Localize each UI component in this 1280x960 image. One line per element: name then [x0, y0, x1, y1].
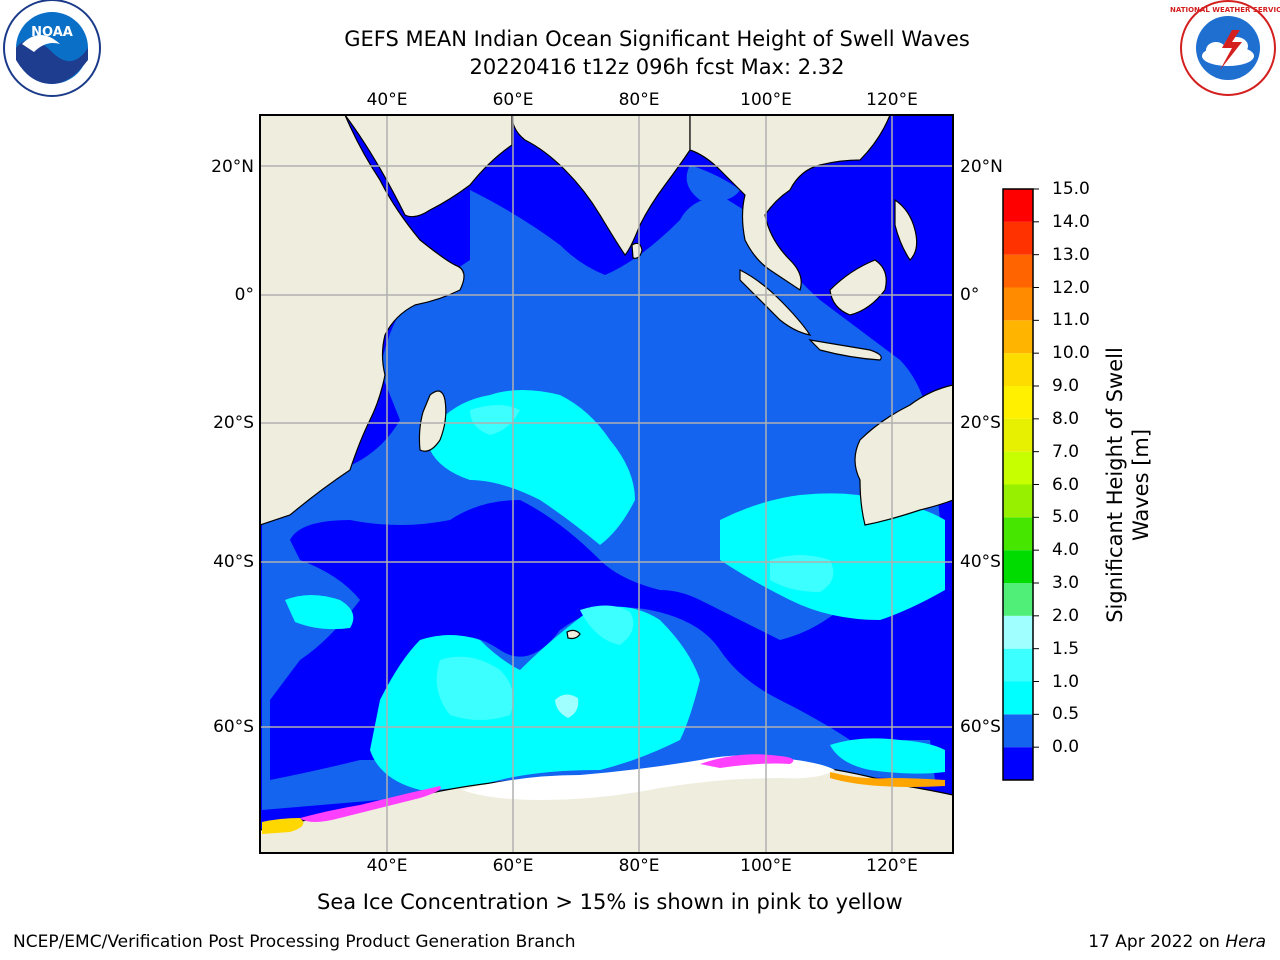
colorbar-segment — [1003, 418, 1033, 452]
colorbar-segment — [1003, 353, 1033, 386]
colorbar-segment — [1003, 451, 1033, 485]
sea-ice-footnote: Sea Ice Concentration > 15% is shown in … — [317, 890, 903, 914]
land-kerguelen — [566, 629, 581, 640]
colorbar-tick-label: 9.0 — [1052, 376, 1080, 396]
lon-label-bottom-100e: 100°E — [740, 856, 792, 876]
lat-label-left-40s: 40°S — [213, 552, 254, 572]
graticule — [260, 115, 953, 853]
land-philippines — [894, 198, 918, 261]
lon-label-top-100e: 100°E — [740, 90, 792, 110]
lat-label-right-20s: 20°S — [960, 413, 1001, 433]
svg-text:NATIONAL WEATHER SERVICE: NATIONAL WEATHER SERVICE — [1170, 6, 1280, 14]
colorbar-segment — [1003, 320, 1033, 354]
lon-label-bottom-80e: 80°E — [618, 856, 660, 876]
lon-label-top-80e: 80°E — [618, 90, 660, 110]
nws-logo: NATIONAL WEATHER SERVICE — [1170, 0, 1280, 96]
date-line: 17 Apr 2022 on Hera — [1088, 932, 1266, 952]
lat-label-left-20n: 20°N — [211, 157, 254, 177]
land-borneo — [829, 259, 887, 316]
colorbar-tick-label: 11.0 — [1052, 310, 1090, 331]
lon-label-top-120e: 120°E — [866, 90, 918, 110]
map-area — [260, 115, 953, 853]
lat-label-right-60s: 60°S — [960, 717, 1001, 737]
colorbar-segment — [1003, 747, 1033, 780]
lon-label-top-60e: 60°E — [492, 90, 534, 110]
land-india — [511, 115, 691, 256]
colorbar-title: Significant Height of Swell Waves [m] — [1102, 347, 1154, 623]
noaa-logo: NOAA — [3, 0, 101, 97]
colorbar-tick-label: 6.0 — [1052, 474, 1080, 495]
colorbar — [1002, 188, 1039, 781]
colorbar-tick-label: 13.0 — [1052, 244, 1090, 265]
land-java — [808, 339, 882, 361]
sea-ice — [262, 754, 945, 834]
colorbar-tick-label: 1.5 — [1052, 638, 1080, 659]
colorbar-segment — [1003, 386, 1033, 419]
colorbar-tick-label: 3.0 — [1052, 573, 1080, 593]
map-subtitle: 20220416 t12z 096h fcst Max: 2.32 — [469, 55, 845, 79]
colorbar-tick-label: 7.0 — [1052, 441, 1080, 462]
credit-line: NCEP/EMC/Verification Post Processing Pr… — [13, 932, 576, 952]
colorbar-segment — [1003, 221, 1033, 255]
land-se-asia — [689, 115, 891, 291]
lat-label-right-40s: 40°S — [960, 552, 1001, 572]
land-australia — [854, 384, 953, 526]
colorbar-segment — [1003, 681, 1033, 715]
colorbar-tick-label: 1.0 — [1052, 671, 1080, 692]
colorbar-title-line1: Significant Height of Swell — [1103, 347, 1127, 623]
lon-label-bottom-120e: 120°E — [866, 856, 918, 876]
colorbar-tick-label: 8.0 — [1052, 408, 1080, 429]
host-name: Hera — [1225, 932, 1266, 952]
lat-label-left-20s: 20°S — [213, 413, 254, 433]
colorbar-tick-label: 15.0 — [1052, 179, 1090, 199]
map-frame — [259, 114, 954, 854]
date-text: 17 Apr 2022 on — [1088, 932, 1220, 952]
colorbar-tick-label: 0.5 — [1052, 704, 1080, 725]
lat-label-left-0: 0° — [234, 285, 254, 305]
colorbar-segment — [1003, 583, 1033, 616]
swell-band-2.0-3.0 — [555, 694, 579, 718]
colorbar-segment — [1003, 254, 1033, 288]
lon-label-top-40e: 40°E — [366, 90, 408, 110]
land-madagascar — [418, 390, 447, 452]
lat-label-left-60s: 60°S — [213, 717, 254, 737]
colorbar-segment — [1003, 648, 1033, 682]
colorbar-tick-label: 12.0 — [1052, 277, 1090, 298]
colorbar-segment — [1003, 287, 1033, 321]
lon-label-bottom-40e: 40°E — [366, 856, 408, 876]
colorbar-tick-label: 5.0 — [1052, 507, 1080, 528]
lon-label-bottom-60e: 60°E — [492, 856, 534, 876]
svg-text:NOAA: NOAA — [31, 25, 73, 40]
colorbar-tick-label: 2.0 — [1052, 605, 1080, 626]
colorbar-title-line2: Waves [m] — [1129, 428, 1153, 542]
colorbar-segment — [1003, 484, 1033, 518]
colorbar-tick-label: 4.0 — [1052, 540, 1080, 561]
lat-label-right-0: 0° — [960, 285, 980, 305]
colorbar-tick-label: 0.0 — [1052, 737, 1080, 758]
swell-band-1.5-2.0 — [436, 405, 834, 720]
colorbar-segment — [1003, 615, 1033, 649]
land-sumatra — [739, 269, 812, 336]
colorbar-tick-label: 10.0 — [1052, 343, 1090, 364]
colorbar-tick-label: 14.0 — [1052, 211, 1090, 232]
lat-label-right-20n: 20°N — [960, 157, 1003, 177]
map-title: GEFS MEAN Indian Ocean Significant Heigh… — [344, 27, 970, 51]
colorbar-segment — [1003, 517, 1033, 551]
colorbar-segment — [1003, 189, 1033, 222]
colorbar-segment — [1003, 550, 1033, 583]
colorbar-segment — [1003, 714, 1033, 748]
